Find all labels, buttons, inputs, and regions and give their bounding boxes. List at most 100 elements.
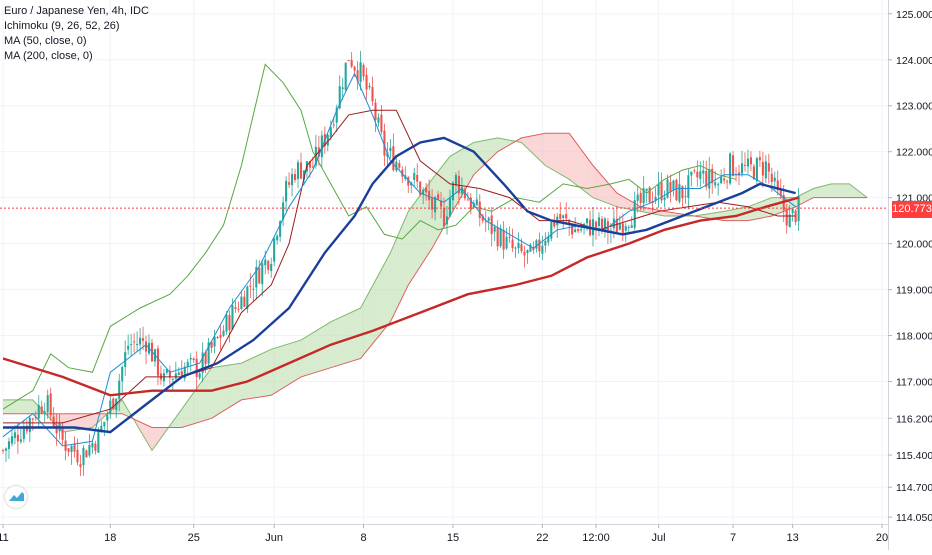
price-tick-label: 114.050 <box>896 512 932 524</box>
tradingview-logo-icon[interactable] <box>5 486 27 508</box>
candle-body <box>97 429 99 452</box>
candle-body <box>23 428 25 439</box>
candle-body <box>497 228 499 247</box>
candle-body <box>479 202 481 218</box>
candle-body <box>646 189 648 191</box>
legend-symbol-title[interactable]: Euro / Japanese Yen, 4h, IDC <box>4 4 149 19</box>
candle-body <box>53 417 55 427</box>
candle-body <box>413 173 415 180</box>
time-tick-label: 20 <box>876 532 888 544</box>
candle-body <box>512 239 514 248</box>
candle-body <box>377 117 379 122</box>
candle-body <box>14 432 16 438</box>
cloud-segment <box>778 198 781 214</box>
cloud-segment <box>423 187 426 262</box>
candle-body <box>225 314 227 331</box>
cloud-segment <box>548 133 551 169</box>
cloud-segment <box>584 153 587 193</box>
candle-body <box>693 170 695 171</box>
candle-body <box>124 352 126 367</box>
legend-ma200[interactable]: MA (200, close, 0) <box>4 49 149 64</box>
candle-body <box>684 196 686 197</box>
cloud-segment <box>203 376 206 421</box>
cloud-segment <box>191 393 194 425</box>
candle-body <box>690 172 692 176</box>
candle-body <box>768 163 770 172</box>
cloud-segment <box>843 184 846 198</box>
candle-body <box>517 243 519 248</box>
cloud-segment <box>814 188 817 198</box>
candle-body <box>428 191 430 200</box>
cloud-segment <box>730 210 733 221</box>
cloud-segment <box>775 198 778 215</box>
cloud-segment <box>828 184 831 198</box>
candle-body <box>455 175 457 185</box>
cloud-segment <box>566 133 569 179</box>
cloud-segment <box>411 203 414 280</box>
candle-body <box>595 222 597 228</box>
cloud-segment <box>21 400 24 414</box>
candle-body <box>389 148 391 151</box>
time-tick-label: 25 <box>188 532 200 544</box>
cloud-segment <box>581 149 584 190</box>
candle-body <box>640 193 642 203</box>
candle-body <box>750 157 752 164</box>
time-tick-label: 12:00 <box>582 532 610 544</box>
cloud-segment <box>817 187 820 198</box>
candle-body <box>118 381 120 400</box>
time-tick-label: Jul <box>652 532 666 544</box>
cloud-segment <box>596 169 599 200</box>
candle-body <box>366 75 368 90</box>
candle-body <box>234 307 236 309</box>
candle-body <box>348 60 350 61</box>
cloud-segment <box>9 400 12 414</box>
candle-body <box>509 237 511 238</box>
candle-body <box>121 367 123 381</box>
price-tick-label: 123.000 <box>896 101 932 113</box>
candle-body <box>2 450 4 451</box>
price-tick-label: 114.700 <box>896 482 932 494</box>
candle-body <box>231 305 233 329</box>
candle-body <box>8 441 10 449</box>
time-tick-label: 13 <box>787 532 799 544</box>
candle-body <box>675 180 677 200</box>
candle-body <box>637 195 639 201</box>
cloud-segment <box>420 191 423 266</box>
cloud-segment <box>560 133 563 176</box>
legend-ma50[interactable]: MA (50, close, 0) <box>4 34 149 49</box>
candle-body <box>291 174 293 185</box>
cloud-segment <box>364 297 367 355</box>
candle-body <box>142 338 144 341</box>
candle-body <box>699 171 701 178</box>
candle-body <box>577 229 579 231</box>
candle-body <box>217 337 219 338</box>
time-tick-label: 8 <box>361 532 367 544</box>
candle-body <box>619 224 621 230</box>
candle-body <box>625 226 627 230</box>
cloud-segment <box>834 184 837 198</box>
candle-body <box>249 286 251 287</box>
cloud-segment <box>545 133 548 167</box>
candle-body <box>598 217 600 226</box>
price-tick-label: 124.000 <box>896 55 932 67</box>
candle-body <box>774 178 776 182</box>
candle-body <box>68 448 70 452</box>
cloud-segment <box>557 133 560 174</box>
candle-body <box>666 179 668 197</box>
cloud-segment <box>846 184 849 198</box>
cloud-segment <box>563 133 566 177</box>
candle-body <box>130 344 132 345</box>
candle-body <box>634 200 636 228</box>
cloud-segment <box>384 258 387 329</box>
candle-body <box>85 450 87 457</box>
cloud-segment <box>396 232 399 309</box>
candle-body <box>193 358 195 360</box>
legend-ichimoku[interactable]: Ichimoku (9, 26, 52, 26) <box>4 19 149 34</box>
candle-body <box>687 175 689 198</box>
candle-body <box>452 183 454 201</box>
candle-body <box>363 65 365 77</box>
candle-body <box>514 248 516 249</box>
cloud-segment <box>569 133 572 181</box>
cloud-segment <box>498 138 501 152</box>
